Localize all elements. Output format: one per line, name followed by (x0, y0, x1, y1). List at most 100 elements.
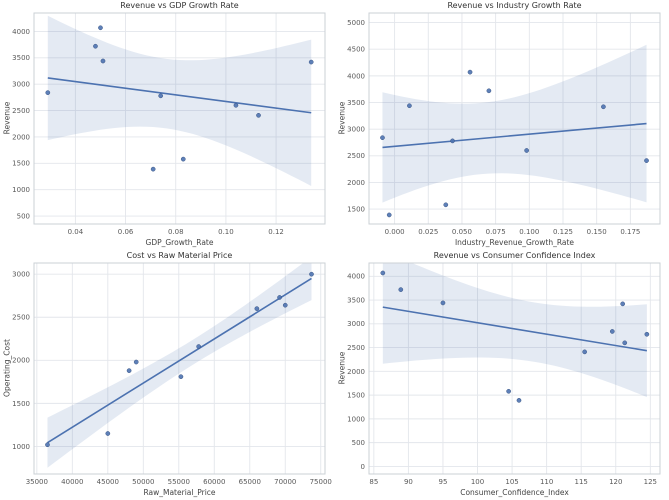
data-point (308, 59, 314, 65)
y-tick-label: 1500 (347, 392, 365, 400)
data-point (386, 212, 392, 218)
y-tick-label: 4000 (347, 72, 365, 80)
x-tick-label: 50000 (132, 478, 154, 486)
y-tick-label: 1000 (12, 186, 30, 194)
y-tick-label: 2500 (12, 107, 30, 115)
y-tick-label: 2500 (347, 152, 365, 160)
confidence-band (382, 263, 647, 398)
data-point (467, 69, 473, 75)
x-tick-label: 0.125 (553, 228, 573, 236)
y-axis-label: Operating_Cost (2, 339, 12, 397)
regression-line (382, 122, 647, 149)
regression-line (382, 306, 647, 352)
regression-line (47, 77, 312, 114)
y-tick-label: 2000 (12, 357, 30, 365)
y-tick-label: 3000 (12, 81, 30, 89)
data-point (45, 442, 50, 448)
x-axis-label: Consumer_Confidence_Index (460, 488, 569, 497)
data-point (277, 295, 282, 300)
y-tick-label: 2500 (347, 344, 365, 352)
data-point (443, 202, 449, 208)
data-point (380, 270, 386, 276)
data-point (196, 344, 202, 349)
confidence-band (47, 15, 312, 186)
x-tick-label: 125 (644, 478, 657, 486)
y-tick-label: 4500 (347, 46, 365, 54)
data-point (93, 43, 98, 49)
confidence-band (47, 263, 312, 468)
y-tick-label: 4000 (12, 28, 30, 36)
y-tick-label: 3500 (347, 99, 365, 107)
plot-border (368, 12, 661, 225)
data-point (233, 102, 239, 108)
data-point (620, 301, 626, 307)
plot-border (368, 262, 661, 475)
x-tick-label: 35000 (26, 478, 48, 486)
y-tick-label: 3000 (347, 126, 365, 134)
data-point (601, 104, 606, 110)
x-tick-label: 0.10 (218, 228, 234, 236)
chart-title: Cost vs Raw Material Price (126, 251, 233, 260)
x-tick-label: 0.150 (587, 228, 607, 236)
y-tick-label: 5000 (347, 19, 365, 27)
data-point (309, 271, 314, 277)
data-point (256, 112, 261, 118)
y-tick-label: 3500 (347, 296, 365, 304)
x-tick-label: 65000 (239, 478, 261, 486)
regression-line (47, 277, 312, 444)
x-tick-label: 55000 (168, 478, 190, 486)
x-tick-label: 90 (404, 478, 413, 486)
x-tick-label: 70000 (274, 478, 296, 486)
y-tick-label: 3000 (347, 320, 365, 328)
data-point (609, 329, 615, 334)
data-point (254, 306, 260, 311)
y-tick-label: 2500 (12, 314, 30, 322)
x-axis-label: Raw_Material_Price (143, 488, 216, 497)
data-point (524, 148, 529, 153)
y-tick-label: 500 (17, 212, 30, 220)
subplot-revenue-vs-consumer-confidence: 85 90 95 100 105 110 115 120 125 0 500 1000 1500 2000… (335, 250, 669, 500)
data-point (582, 349, 588, 355)
x-tick-label: 105 (505, 478, 518, 486)
x-tick-label: 45000 (97, 478, 119, 486)
data-point (133, 359, 139, 365)
data-point (407, 103, 412, 109)
x-tick-label: 0.12 (268, 228, 284, 236)
data-point (282, 302, 288, 308)
data-point (506, 388, 511, 394)
x-tick-label: 0.06 (118, 228, 134, 236)
y-tick-label: 1500 (347, 205, 365, 213)
y-tick-label: 1000 (347, 415, 365, 423)
plot-border (33, 12, 326, 225)
y-tick-label: 1500 (12, 400, 30, 408)
x-axis-label: Industry_Revenue_Growth_Rate (454, 238, 575, 247)
x-tick-label: 0.050 (452, 228, 472, 236)
y-tick-label: 4000 (347, 273, 365, 281)
y-axis-label: Revenue (337, 101, 347, 135)
data-point (45, 90, 51, 96)
data-point (100, 58, 106, 64)
y-tick-label: 1000 (12, 443, 30, 451)
subplot-revenue-vs-industry-growth: 0.000 0.025 0.050 0.075 0.100 0.125 0.150 0.175… (335, 0, 669, 250)
x-tick-label: 115 (575, 478, 588, 486)
x-tick-label: 40000 (61, 478, 83, 486)
y-tick-label: 0 (361, 463, 365, 471)
x-tick-label: 95 (438, 478, 447, 486)
data-point (450, 138, 455, 144)
data-point (516, 397, 522, 403)
data-point (380, 135, 385, 141)
data-point (644, 331, 650, 337)
data-point (486, 88, 492, 94)
x-tick-label: 0.075 (486, 228, 506, 236)
y-tick-label: 1500 (12, 160, 30, 168)
data-point (98, 25, 103, 31)
y-tick-label: 3500 (12, 54, 30, 62)
data-point (178, 374, 184, 380)
x-tick-label: 110 (540, 478, 553, 486)
subplot-revenue-vs-gdp-growth: 0.04 0.06 0.08 0.10 0.12 500 1000 1500 2000 2500 3… (0, 0, 335, 250)
x-tick-label: 85 (369, 478, 378, 486)
data-point (398, 287, 404, 292)
y-tick-label: 500 (352, 439, 365, 447)
x-tick-label: 75000 (310, 478, 332, 486)
